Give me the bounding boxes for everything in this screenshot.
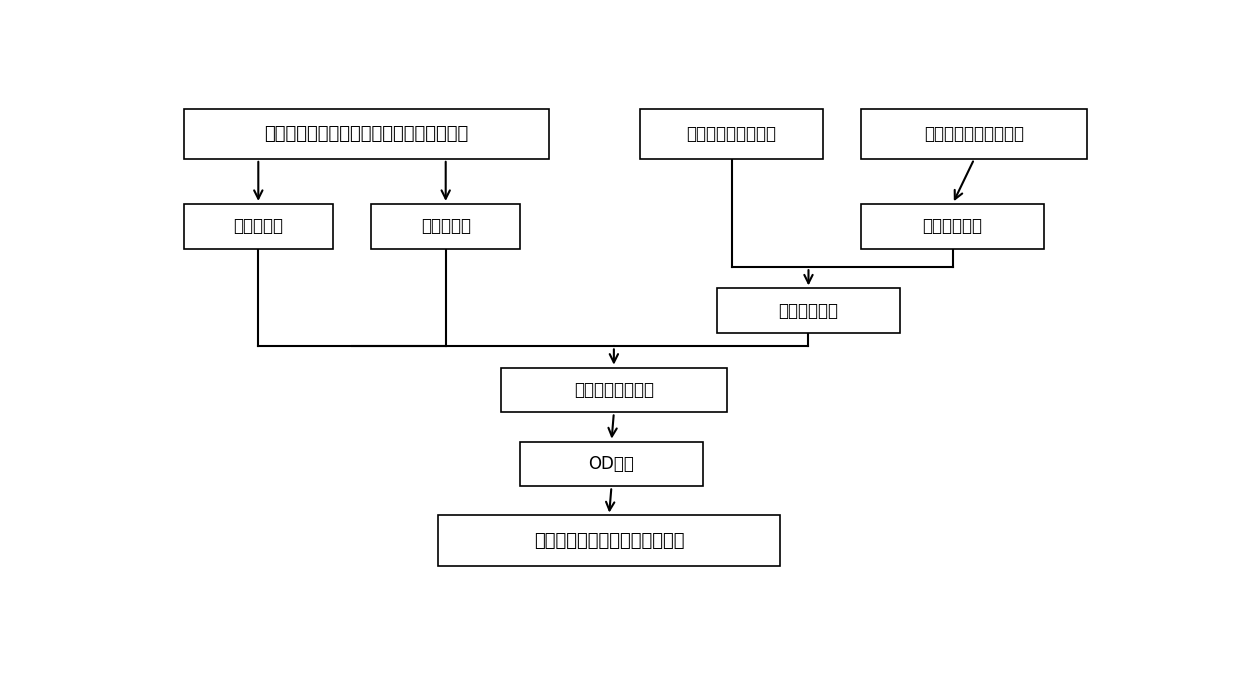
Bar <box>184 204 332 249</box>
Text: OD矩阵: OD矩阵 <box>589 455 635 473</box>
Text: 两收费站间数据不充足: 两收费站间数据不充足 <box>924 125 1024 143</box>
Text: 车辆时延性: 车辆时延性 <box>233 217 283 235</box>
Bar <box>184 109 549 159</box>
Text: 行程时间估计: 行程时间估计 <box>923 217 982 235</box>
Bar <box>439 515 780 566</box>
Bar <box>521 442 703 486</box>
Text: 高速公路收费站间流量关系分析: 高速公路收费站间流量关系分析 <box>534 532 684 549</box>
Bar <box>371 204 521 249</box>
Text: 行程时间拟合: 行程时间拟合 <box>779 302 838 320</box>
Bar <box>862 109 1087 159</box>
Text: 两收费站间数据充足: 两收费站间数据充足 <box>687 125 776 143</box>
Bar <box>640 109 823 159</box>
Text: 流量转移系数计算: 流量转移系数计算 <box>574 381 653 399</box>
Bar <box>501 368 727 412</box>
Text: 不考虑车辆时延性和离散性的流量转移系数: 不考虑车辆时延性和离散性的流量转移系数 <box>264 125 469 143</box>
Bar <box>862 204 1044 249</box>
Text: 车辆离散性: 车辆离散性 <box>420 217 471 235</box>
Bar <box>717 288 900 333</box>
